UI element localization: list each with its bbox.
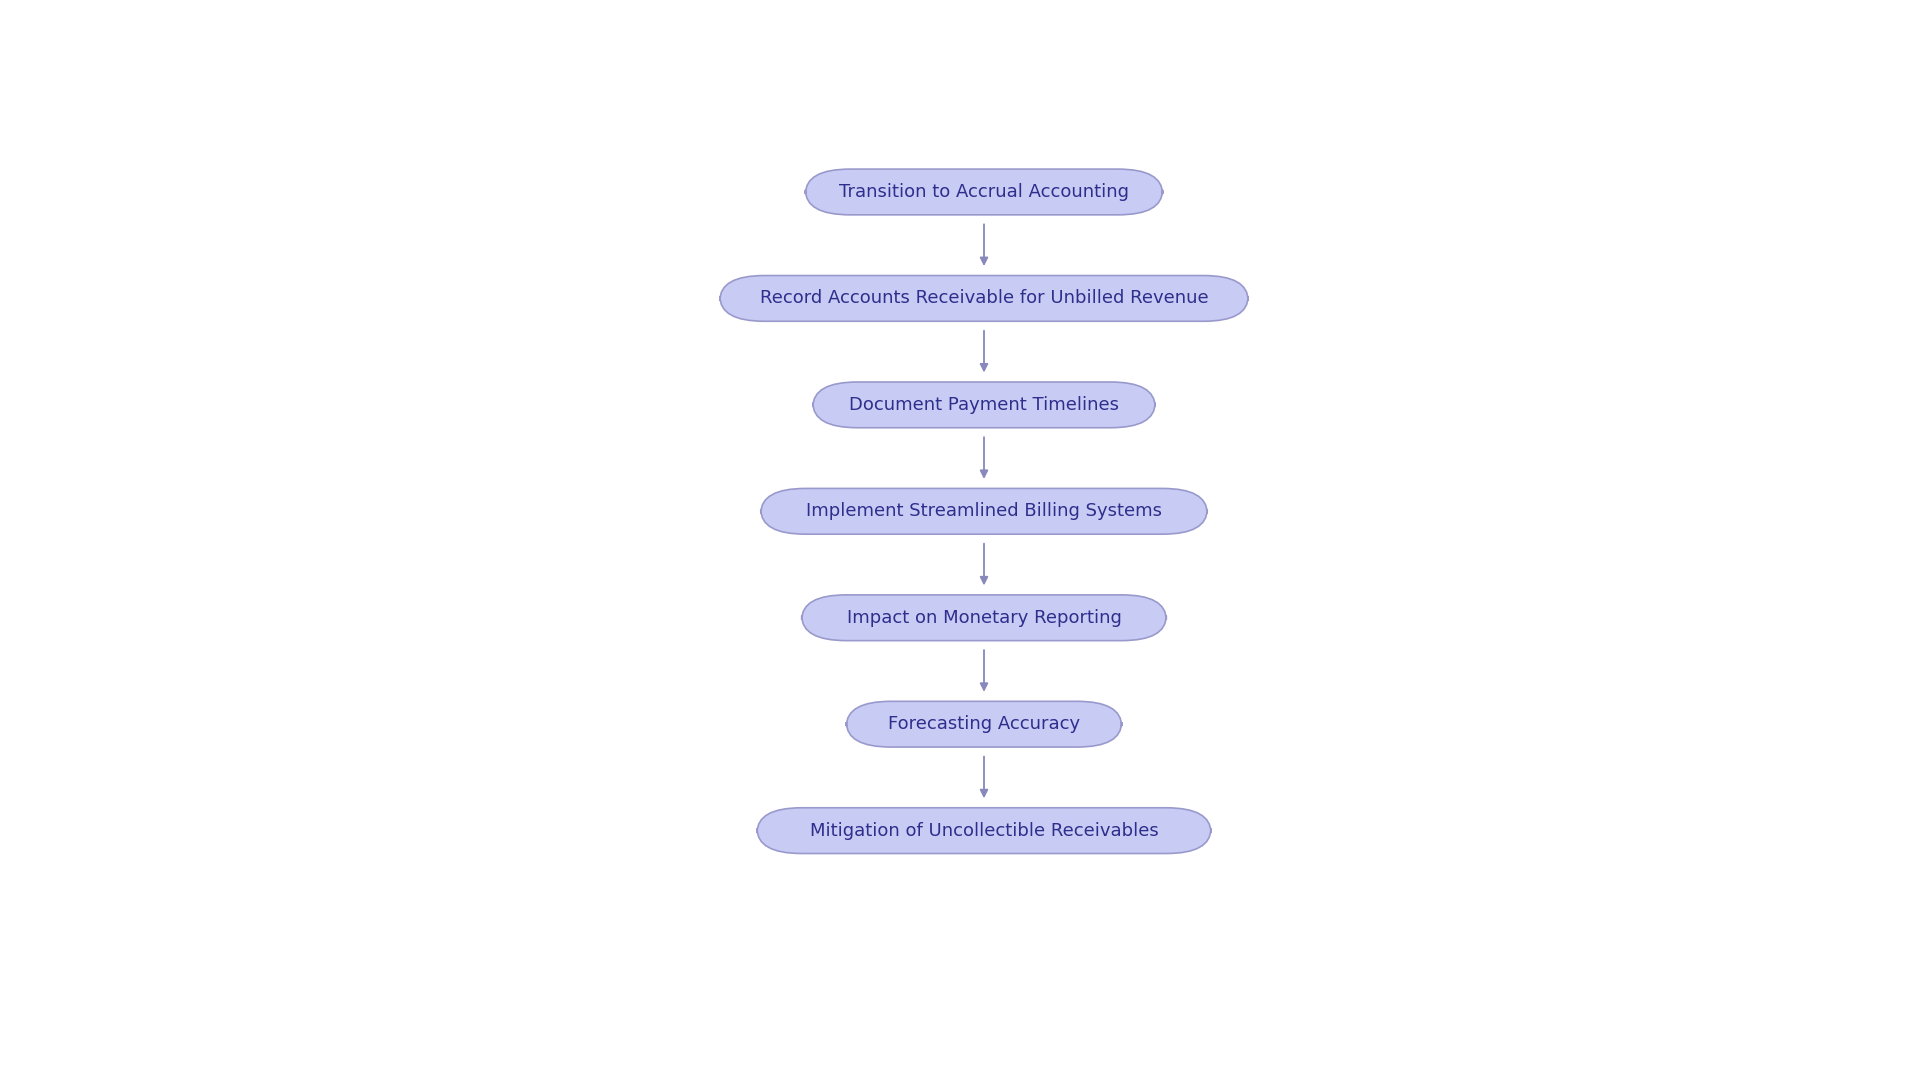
FancyBboxPatch shape xyxy=(847,701,1121,747)
FancyBboxPatch shape xyxy=(760,488,1208,535)
Text: Transition to Accrual Accounting: Transition to Accrual Accounting xyxy=(839,183,1129,201)
Text: Implement Streamlined Billing Systems: Implement Streamlined Billing Systems xyxy=(806,502,1162,521)
FancyBboxPatch shape xyxy=(720,275,1248,321)
Text: Impact on Monetary Reporting: Impact on Monetary Reporting xyxy=(847,609,1121,626)
FancyBboxPatch shape xyxy=(756,808,1212,853)
Text: Forecasting Accuracy: Forecasting Accuracy xyxy=(887,715,1081,733)
FancyBboxPatch shape xyxy=(803,595,1165,640)
Text: Document Payment Timelines: Document Payment Timelines xyxy=(849,396,1119,414)
FancyBboxPatch shape xyxy=(812,382,1156,428)
Text: Mitigation of Uncollectible Receivables: Mitigation of Uncollectible Receivables xyxy=(810,822,1158,839)
Text: Record Accounts Receivable for Unbilled Revenue: Record Accounts Receivable for Unbilled … xyxy=(760,289,1208,308)
FancyBboxPatch shape xyxy=(806,170,1162,215)
